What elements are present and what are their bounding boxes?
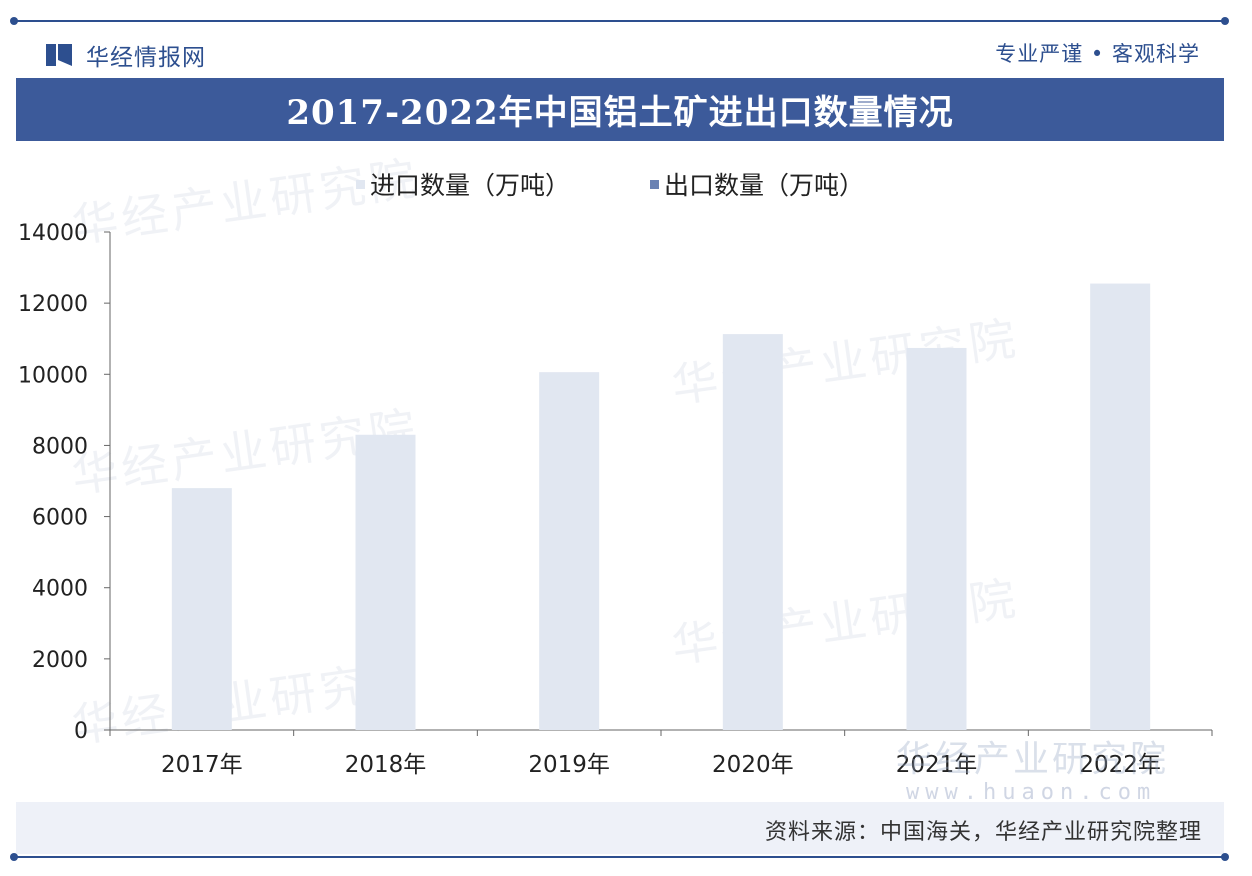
bottom-rule <box>10 853 1229 861</box>
legend-swatch <box>650 180 659 189</box>
import-bar <box>171 488 232 730</box>
y-tick-label: 4000 <box>32 577 88 602</box>
slogan: 专业严谨 • 客观科学 <box>995 42 1200 66</box>
chart-title: 2017-2022年中国铝土矿进出口数量情况 <box>286 93 954 133</box>
watermark-url: www.huaon.com <box>906 780 1157 805</box>
watermark-brand: 华经产业研究院 <box>896 739 1170 780</box>
legend-swatch <box>356 180 365 189</box>
import-bar <box>1090 283 1151 730</box>
y-tick-label: 6000 <box>32 506 88 531</box>
huajing-logo-icon <box>46 44 72 66</box>
x-tick-label: 2022年 <box>1079 752 1161 778</box>
brand-name: 华经情报网 <box>86 45 206 71</box>
x-tick-label: 2017年 <box>161 752 243 778</box>
import-bar <box>906 347 967 730</box>
bar-chart: 进口数量（万吨） 出口数量（万吨） 0 2000 4000 6000 8000 10000 12… <box>18 171 1213 778</box>
import-bar <box>722 334 783 730</box>
y-tick-label: 2000 <box>32 648 88 673</box>
legend-label: 出口数量（万吨） <box>664 171 864 200</box>
x-tick-label: 2021年 <box>896 752 978 778</box>
source-note: 资料来源：中国海关，华经产业研究院整理 <box>764 820 1202 845</box>
x-tick-label: 2018年 <box>345 752 427 778</box>
y-tick-label: 14000 <box>18 221 88 246</box>
import-bar <box>539 372 600 730</box>
y-tick-label: 10000 <box>18 363 88 388</box>
legend-label: 进口数量（万吨） <box>370 171 570 200</box>
x-tick-label: 2019年 <box>528 752 610 778</box>
chart-area: 华经产业研究院 华经产业研究院 华经产业研究院 华经产业研究院 华经产业研究院 … <box>0 146 1252 802</box>
top-rule <box>10 17 1229 25</box>
x-tick-label: 2020年 <box>712 752 794 778</box>
y-tick-label: 0 <box>74 719 88 744</box>
y-tick-label: 8000 <box>32 434 88 459</box>
brand: 华经情报网 <box>44 38 206 72</box>
title-bar: 2017-2022年中国铝土矿进出口数量情况 <box>16 78 1224 141</box>
header: 华经情报网 专业严谨 • 客观科学 <box>18 28 1222 74</box>
import-bar <box>355 434 416 730</box>
source-bar: 华经产业研究院 www.huaon.com 资料来源：中国海关，华经产业研究院整… <box>16 739 1224 854</box>
y-tick-label: 12000 <box>18 292 88 317</box>
